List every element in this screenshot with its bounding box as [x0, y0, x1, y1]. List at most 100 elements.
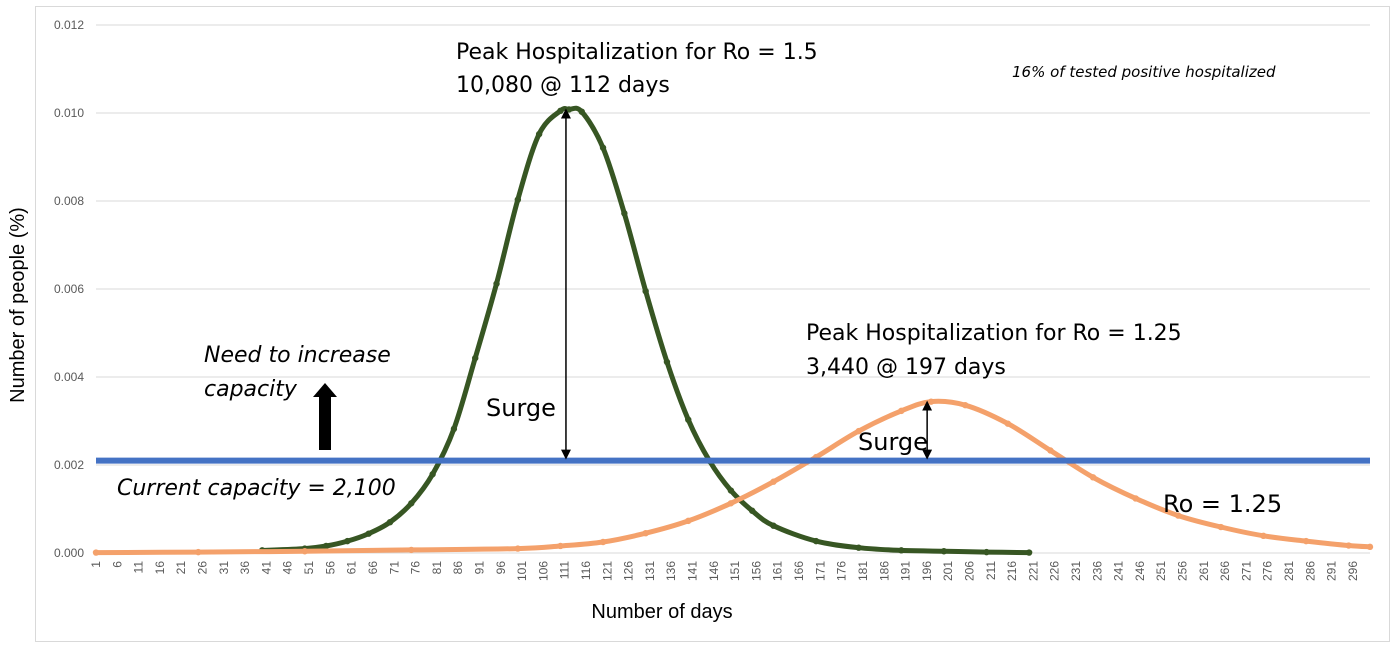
data-point — [1302, 537, 1310, 545]
x-tick-label: 281 — [1282, 561, 1296, 581]
data-point — [1025, 549, 1033, 556]
data-point — [1089, 474, 1097, 481]
data-point — [940, 548, 948, 555]
x-tick-label: 81 — [430, 561, 444, 575]
data-point — [898, 407, 905, 415]
x-tick-label: 56 — [323, 561, 337, 575]
x-tick-label: 286 — [1303, 561, 1317, 581]
x-tick-label: 241 — [1112, 561, 1126, 581]
x-tick-label: 251 — [1154, 561, 1168, 581]
x-tick-label: 271 — [1239, 561, 1253, 581]
x-tick-label: 191 — [899, 561, 913, 581]
data-point — [770, 522, 777, 529]
data-point — [408, 500, 415, 507]
x-tick-label: 76 — [409, 561, 423, 575]
x-tick-label: 266 — [1218, 561, 1232, 581]
current-capacity-label: Current capacity = 2,100 — [117, 476, 396, 501]
data-point — [195, 548, 202, 556]
data-point — [386, 519, 394, 526]
data-point — [812, 537, 820, 545]
y-axis-title: Number of people (%) — [7, 207, 29, 403]
data-point — [663, 358, 671, 366]
data-point — [727, 500, 735, 507]
data-point — [770, 478, 777, 485]
data-point — [557, 107, 564, 115]
data-point — [1132, 495, 1139, 502]
x-tick-label: 201 — [941, 561, 955, 581]
y-tick-labels: 0.000 0.002 0.004 0.006 0.008 0.010 0.012 — [54, 18, 84, 560]
ro-label: Ro = 1.25 — [1163, 490, 1282, 518]
data-point — [1366, 543, 1374, 551]
x-tick-label: 106 — [536, 561, 550, 581]
x-tick-label: 126 — [622, 561, 636, 581]
x-tick-label: 136 — [664, 561, 678, 581]
x-tick-label: 6 — [110, 561, 124, 568]
data-point — [1345, 542, 1352, 549]
x-tick-label: 236 — [1090, 561, 1104, 581]
data-point — [535, 130, 543, 138]
y-tick-label: 0.002 — [54, 458, 84, 472]
increase-capacity-arrow — [313, 383, 337, 450]
data-point — [898, 547, 905, 554]
x-tick-label: 66 — [366, 561, 380, 575]
x-tick-label: 181 — [856, 561, 870, 581]
x-tick-label: 91 — [472, 561, 486, 575]
data-point — [322, 542, 330, 550]
x-tick-label: 206 — [962, 561, 976, 581]
data-point — [301, 548, 308, 555]
data-point — [1004, 420, 1012, 427]
x-tick-label: 16 — [153, 561, 167, 575]
y-tick-label: 0.000 — [54, 546, 84, 560]
data-point — [727, 487, 735, 494]
series-layer — [92, 105, 1374, 556]
series-2 — [92, 398, 1374, 556]
x-tick-label: 276 — [1261, 561, 1275, 581]
x-tick-label: 166 — [792, 561, 806, 581]
data-point — [344, 537, 351, 545]
data-point — [855, 427, 862, 435]
data-point — [1217, 523, 1225, 531]
peak1-annotation-line1: Peak Hospitalization for Ro = 1.5 — [456, 40, 818, 65]
data-point — [565, 106, 573, 113]
data-point — [92, 549, 100, 556]
data-point — [1260, 532, 1267, 540]
y-tick-label: 0.008 — [54, 194, 84, 208]
x-tick-label: 161 — [771, 561, 785, 581]
x-tick-label: 121 — [600, 561, 614, 581]
peak1-annotation-line2: 10,080 @ 112 days — [456, 73, 670, 98]
data-point — [685, 416, 692, 423]
x-tick-label: 41 — [259, 561, 273, 575]
data-point — [514, 545, 522, 552]
x-tick-label: 196 — [920, 561, 934, 581]
x-tick-label: 176 — [835, 561, 849, 581]
data-point — [1175, 512, 1182, 519]
x-tick-label: 26 — [196, 561, 210, 575]
x-tick-label: 111 — [558, 561, 572, 580]
data-point — [855, 544, 862, 551]
x-tick-label: 96 — [494, 561, 508, 575]
x-tick-label: 186 — [877, 561, 891, 581]
data-point — [621, 210, 628, 217]
y-tick-label: 0.012 — [54, 18, 84, 32]
x-tick-label: 261 — [1197, 561, 1211, 581]
annotation-arrows — [313, 108, 933, 460]
data-point — [927, 398, 935, 405]
x-tick-label: 221 — [1026, 561, 1040, 581]
x-tick-label: 61 — [345, 561, 359, 575]
x-tick-label: 291 — [1325, 561, 1339, 581]
data-point — [748, 507, 756, 514]
x-tick-labels: 1 6 11 16 21 26 31 36 41 46 51 56 61 66 71 76 81 86 91 96 10… — [89, 561, 1360, 581]
data-point — [450, 425, 458, 433]
data-point — [493, 280, 500, 287]
data-point — [983, 548, 990, 556]
y-tick-label: 0.010 — [54, 106, 84, 120]
x-tick-label: 21 — [174, 561, 188, 575]
grid-layer — [96, 24, 1370, 554]
x-tick-label: 216 — [1005, 561, 1019, 581]
data-point — [642, 530, 649, 537]
data-point — [962, 401, 969, 409]
surge-label-2: Surge — [858, 428, 928, 456]
data-point — [578, 108, 585, 115]
